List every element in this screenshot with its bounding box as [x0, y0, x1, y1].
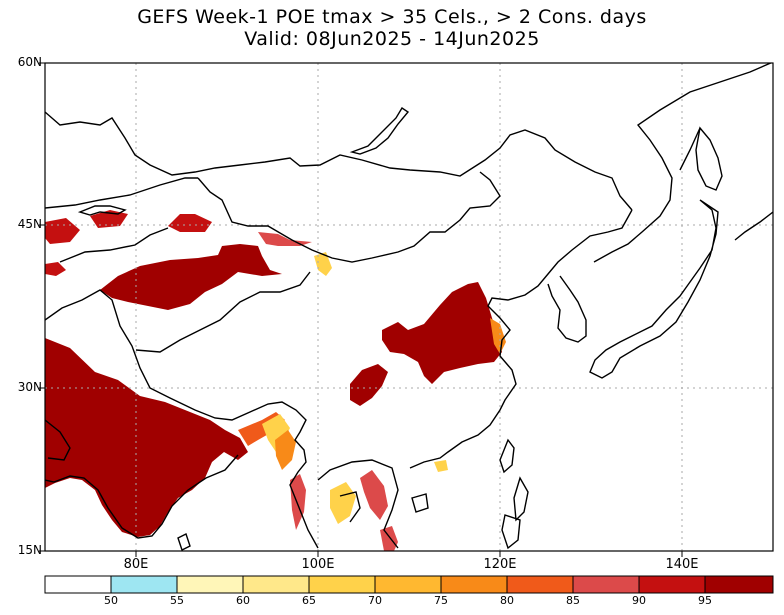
map-title: GEFS Week-1 POE tmax > 35 Cels., > 2 Con…	[137, 6, 647, 28]
hot-region-cambodia	[330, 482, 356, 524]
lon-label-80e: 80E	[123, 557, 149, 572]
colorbar-bin-65	[308, 575, 376, 594]
colorbar-label-75: 75	[434, 594, 448, 607]
map-frame	[44, 62, 774, 552]
colorbar-bin-55	[176, 575, 244, 594]
colorbar-label-65: 65	[302, 594, 316, 607]
hot-region-kazakhstan	[45, 218, 80, 244]
coastlines-and-borders	[45, 63, 773, 551]
lon-label-140e: 140E	[665, 557, 699, 572]
colorbar-bin-85	[572, 575, 640, 594]
colorbar-label-70: 70	[368, 594, 382, 607]
colorbar-bin-95	[704, 575, 774, 594]
colorbar-bin-60	[242, 575, 310, 594]
colorbar-bin-lt50	[44, 575, 112, 594]
lat-label-60n: 60N	[17, 55, 42, 69]
hot-region-tarim	[100, 244, 282, 310]
graticule	[45, 63, 773, 551]
hot-region-peninsula	[380, 526, 398, 551]
colorbar-label-90: 90	[632, 594, 646, 607]
hot-region-myanmar	[275, 430, 296, 470]
hot-region-gansu	[258, 232, 312, 246]
colorbar-bin-75	[440, 575, 508, 594]
hot-region-caspian	[45, 262, 66, 276]
axis-ticks	[39, 62, 683, 557]
colorbar-label-50: 50	[104, 594, 118, 607]
lat-label-30n: 30N	[17, 380, 42, 394]
probability-shading	[45, 210, 506, 551]
hot-region-india	[45, 338, 248, 537]
hot-region-thailand	[360, 470, 388, 520]
colorbar	[44, 575, 774, 594]
colorbar-bin-70	[374, 575, 442, 594]
valid-period: Valid: 08Jun2025 - 14Jun2025	[244, 28, 540, 50]
colorbar-bin-50	[110, 575, 178, 594]
colorbar-bin-90	[638, 575, 706, 594]
lat-label-45n: 45N	[17, 217, 42, 231]
colorbar-label-95: 95	[698, 594, 712, 607]
colorbar-label-80: 80	[500, 594, 514, 607]
lon-label-100e: 100E	[301, 557, 335, 572]
colorbar-bin-80	[506, 575, 574, 594]
colorbar-label-55: 55	[170, 594, 184, 607]
colorbar-label-60: 60	[236, 594, 250, 607]
hot-region-sichuan	[350, 364, 388, 406]
hot-region-north-china	[382, 282, 502, 384]
hot-region-southchina	[434, 460, 448, 472]
colorbar-label-85: 85	[566, 594, 580, 607]
hot-region-dzungaria	[168, 214, 212, 232]
lon-label-120e: 120E	[483, 557, 517, 572]
lat-label-15n: 15N	[17, 543, 42, 557]
hot-region-hexi	[314, 252, 332, 276]
